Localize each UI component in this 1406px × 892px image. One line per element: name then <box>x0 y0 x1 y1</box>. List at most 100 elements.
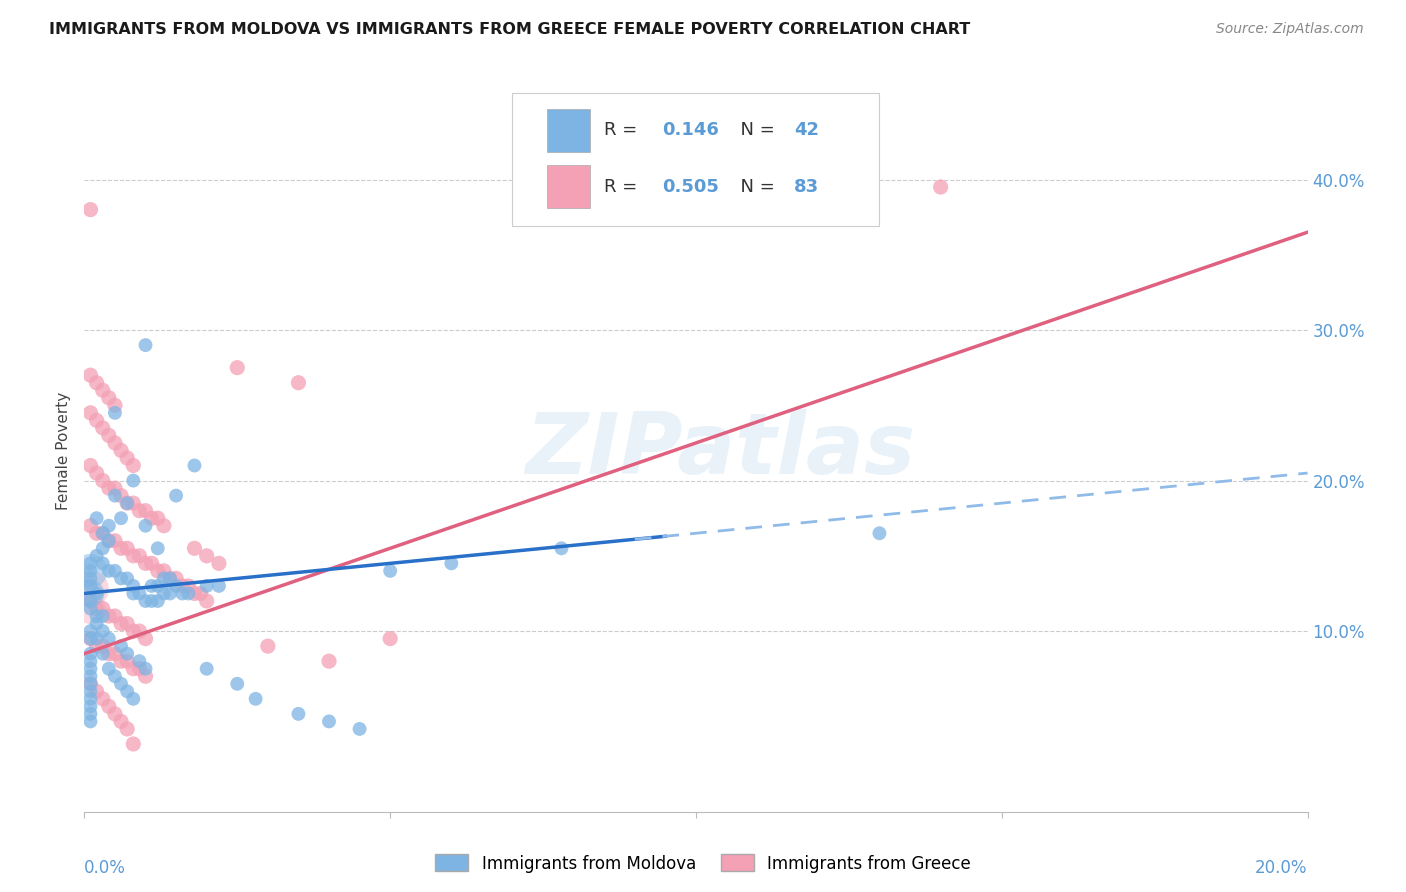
Point <box>115 541 138 556</box>
Point <box>115 450 138 465</box>
Point <box>122 474 145 488</box>
Point <box>380 632 402 646</box>
Point <box>165 579 187 593</box>
Point <box>115 496 138 510</box>
Point <box>86 639 108 653</box>
Point <box>135 518 157 533</box>
Point <box>177 579 200 593</box>
Point <box>929 180 952 194</box>
Point <box>86 616 108 631</box>
Point <box>79 564 101 578</box>
Point <box>104 406 127 420</box>
Point <box>159 571 181 585</box>
Point <box>79 564 101 578</box>
Point <box>128 586 150 600</box>
Point <box>86 609 108 624</box>
Point <box>97 632 120 646</box>
Point <box>91 541 114 556</box>
Point <box>91 526 114 541</box>
Point <box>172 579 194 593</box>
Point <box>110 639 132 653</box>
Point <box>104 489 127 503</box>
Point <box>226 360 249 375</box>
Point <box>86 586 108 600</box>
Point <box>287 376 309 390</box>
Point <box>245 691 267 706</box>
Point <box>91 384 114 398</box>
Point <box>190 586 212 600</box>
Point <box>153 564 176 578</box>
Point <box>128 624 150 639</box>
Point <box>79 662 101 676</box>
Point <box>128 654 150 668</box>
Point <box>146 511 169 525</box>
Point <box>146 541 169 556</box>
FancyBboxPatch shape <box>513 93 880 227</box>
Point <box>183 541 205 556</box>
Point <box>97 428 120 442</box>
Point <box>91 526 114 541</box>
Point <box>165 489 187 503</box>
Point <box>115 616 138 631</box>
Point <box>97 533 120 548</box>
Point <box>79 677 101 691</box>
Text: 42: 42 <box>794 121 818 139</box>
Point <box>79 406 101 420</box>
Point <box>97 609 120 624</box>
Point <box>79 601 101 615</box>
Point <box>122 579 145 593</box>
Point <box>97 533 120 548</box>
Point <box>135 503 157 517</box>
Point <box>135 632 157 646</box>
Point <box>91 609 114 624</box>
Point <box>79 571 101 585</box>
Point <box>115 496 138 510</box>
Point <box>122 586 145 600</box>
Point <box>97 699 120 714</box>
Point <box>91 421 114 435</box>
Point <box>79 647 101 661</box>
Point <box>79 684 101 698</box>
Point <box>380 564 402 578</box>
FancyBboxPatch shape <box>547 109 589 152</box>
Text: N =: N = <box>728 178 780 195</box>
Point <box>153 571 176 585</box>
Point <box>86 632 108 646</box>
Point <box>177 586 200 600</box>
Point <box>86 684 108 698</box>
Point <box>79 654 101 668</box>
Point <box>128 503 150 517</box>
Point <box>135 662 157 676</box>
Point <box>86 466 108 480</box>
Point <box>146 594 169 608</box>
Point <box>104 398 127 412</box>
Point <box>115 684 138 698</box>
Point <box>195 594 218 608</box>
Point <box>110 654 132 668</box>
Point <box>97 564 120 578</box>
Text: Source: ZipAtlas.com: Source: ZipAtlas.com <box>1216 22 1364 37</box>
Point <box>79 458 101 473</box>
Point <box>195 549 218 563</box>
Point <box>550 541 572 556</box>
Point <box>104 564 127 578</box>
Text: 20.0%: 20.0% <box>1256 859 1308 877</box>
Point <box>165 571 187 585</box>
Point <box>79 624 101 639</box>
FancyBboxPatch shape <box>547 165 589 209</box>
Point <box>79 699 101 714</box>
Point <box>79 582 101 596</box>
Point <box>146 579 169 593</box>
Point <box>91 639 114 653</box>
Point <box>86 376 108 390</box>
Point <box>226 677 249 691</box>
Point <box>97 662 120 676</box>
Point <box>86 511 108 525</box>
Point <box>135 338 157 352</box>
Point <box>128 662 150 676</box>
Point <box>79 706 101 721</box>
Point <box>318 654 340 668</box>
Point <box>159 586 181 600</box>
Point <box>79 669 101 683</box>
Point <box>79 632 101 646</box>
